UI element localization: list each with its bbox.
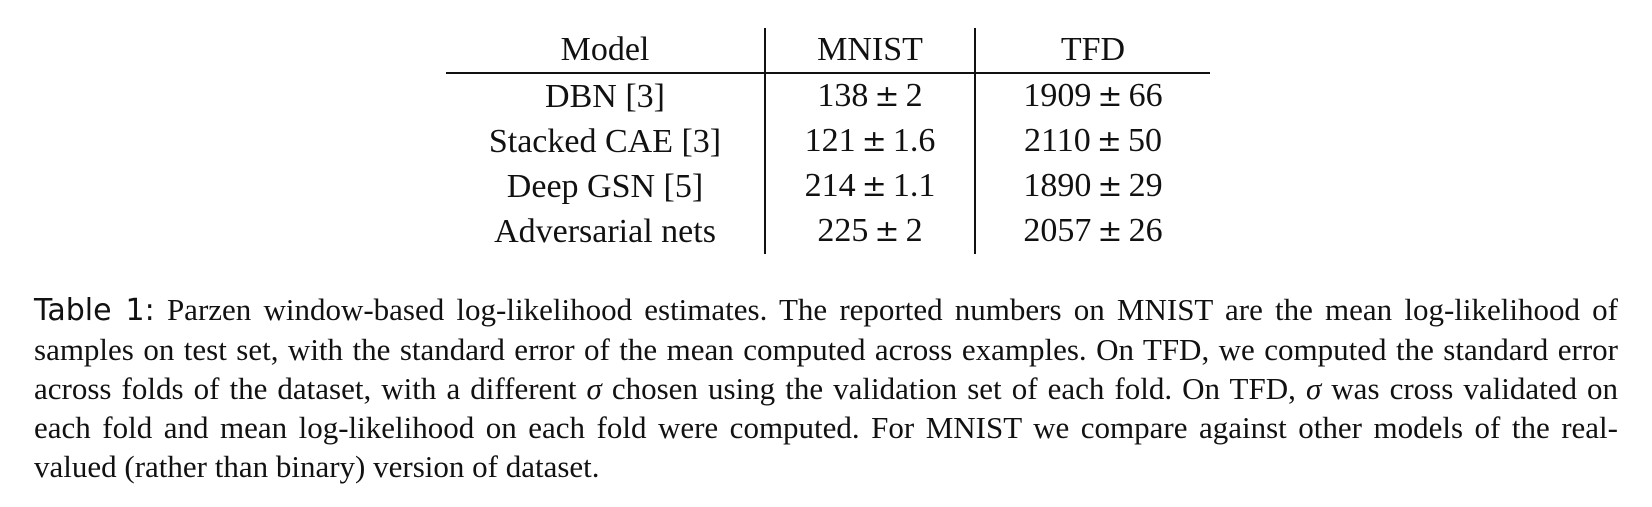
sigma-symbol: σ	[1305, 371, 1322, 406]
cell-model: DBN [3]	[446, 73, 766, 119]
table-header-row: Model MNIST TFD	[446, 28, 1210, 74]
caption-text-part3: was cross validated on each fold and mea…	[34, 371, 1619, 484]
results-table-container: Model MNIST TFD DBN [3] 138 ±2 1909 ±66 Stack…	[446, 28, 1210, 254]
plus-minus-symbol: ±	[1096, 124, 1122, 159]
cell-model: Stacked CAE [3]	[446, 119, 766, 164]
plus-minus-symbol: ±	[874, 79, 900, 114]
cell-tfd: 1909 ±66	[975, 73, 1210, 119]
cell-model: Deep GSN [5]	[446, 164, 766, 209]
cell-mnist: 121 ±1.6	[765, 119, 976, 164]
header-model: Model	[446, 28, 766, 74]
tfd-mean: 2110	[1024, 122, 1091, 159]
results-table: Model MNIST TFD DBN [3] 138 ±2 1909 ±66 Stack…	[446, 28, 1210, 254]
plus-minus-symbol: ±	[874, 214, 900, 249]
mnist-error: 1.1	[892, 167, 936, 204]
mnist-mean: 225	[817, 212, 869, 249]
caption-text-part1: Parzen window-based log-likelihood estim…	[34, 292, 1619, 406]
plus-minus-symbol: ±	[861, 124, 887, 159]
mnist-error: 1.6	[892, 122, 936, 159]
cell-tfd: 2057 ±26	[975, 209, 1210, 254]
table-caption: Table 1: Parzen window-based log-likelih…	[34, 290, 1618, 486]
table-row: Stacked CAE [3] 121 ±1.6 2110 ±50	[446, 119, 1210, 164]
tfd-mean: 1909	[1023, 77, 1092, 114]
mnist-error: 2	[905, 212, 923, 249]
mnist-mean: 121	[804, 122, 856, 159]
cell-tfd: 1890 ±29	[975, 164, 1210, 209]
table-body: DBN [3] 138 ±2 1909 ±66 Stacked CAE [3] 121 ±1.…	[446, 73, 1210, 254]
cell-mnist: 225 ±2	[765, 209, 976, 254]
tfd-mean: 2057	[1023, 212, 1092, 249]
mnist-mean: 214	[804, 167, 856, 204]
cell-mnist: 138 ±2	[765, 73, 976, 119]
caption-label: Table 1:	[34, 293, 155, 328]
table-row: Adversarial nets 225 ±2 2057 ±26	[446, 209, 1210, 254]
table-row: Deep GSN [5] 214 ±1.1 1890 ±29	[446, 164, 1210, 209]
cell-mnist: 214 ±1.1	[765, 164, 976, 209]
table-row: DBN [3] 138 ±2 1909 ±66	[446, 73, 1210, 119]
tfd-error: 66	[1128, 77, 1163, 114]
mnist-mean: 138	[817, 77, 869, 114]
tfd-error: 26	[1128, 212, 1163, 249]
sigma-symbol: σ	[586, 371, 602, 406]
plus-minus-symbol: ±	[1097, 169, 1123, 204]
caption-text-part2: chosen using the validation set of each …	[611, 371, 1296, 406]
tfd-mean: 1890	[1023, 167, 1092, 204]
tfd-error: 29	[1128, 167, 1163, 204]
plus-minus-symbol: ±	[861, 169, 887, 204]
plus-minus-symbol: ±	[1097, 214, 1123, 249]
plus-minus-symbol: ±	[1097, 79, 1123, 114]
header-mnist: MNIST	[765, 28, 976, 74]
cell-model: Adversarial nets	[446, 209, 766, 254]
header-tfd: TFD	[975, 28, 1210, 74]
cell-tfd: 2110 ±50	[975, 119, 1210, 164]
tfd-error: 50	[1127, 122, 1162, 159]
mnist-error: 2	[905, 77, 923, 114]
